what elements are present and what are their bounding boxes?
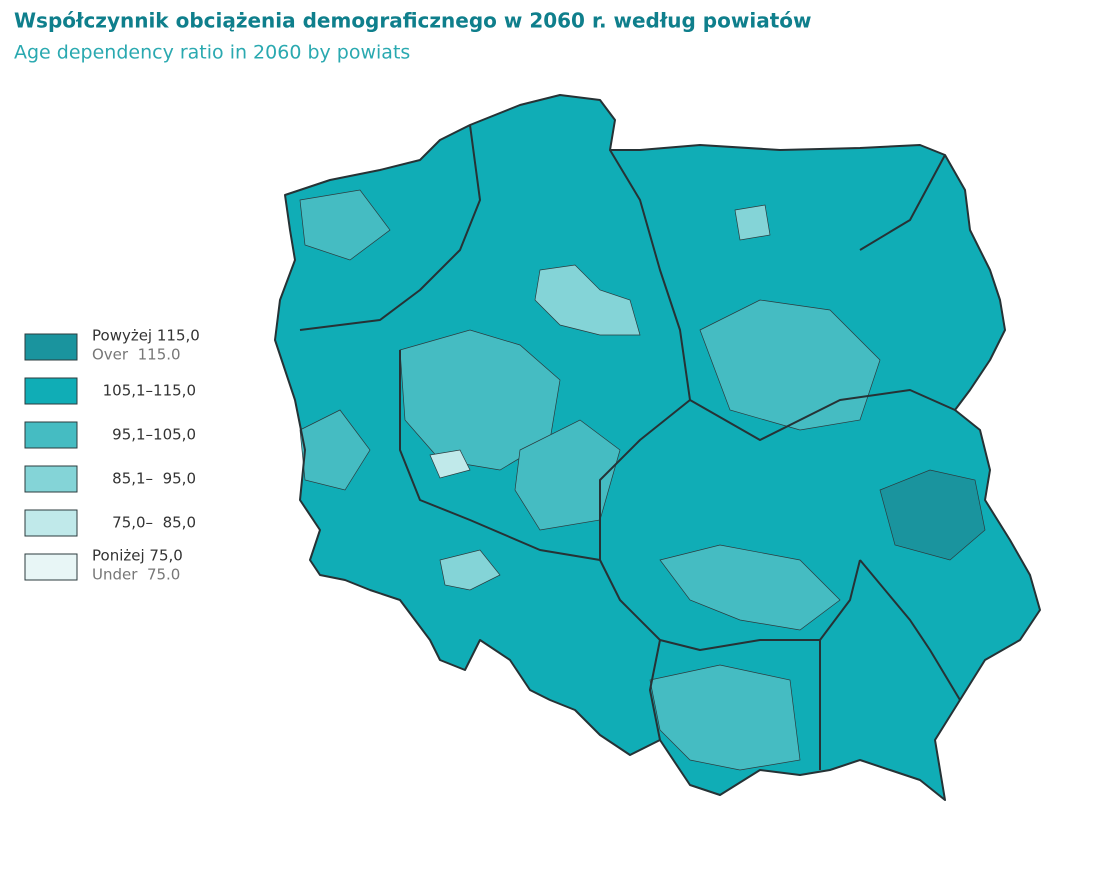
legend-swatch [24, 465, 78, 493]
legend-swatch [24, 333, 78, 361]
legend-label: 105,1–115,0 [103, 382, 196, 400]
region [534, 264, 641, 336]
legend-swatch [24, 421, 78, 449]
map-subtitle: Age dependency ratio in 2060 by powiats [14, 42, 410, 64]
voivodeship-border [399, 350, 601, 561]
legend-swatch [24, 553, 78, 581]
region [659, 544, 841, 631]
region [299, 409, 371, 491]
region [439, 549, 501, 591]
voivodeship-border [609, 149, 691, 401]
region [734, 204, 771, 241]
legend-label-en: Under 75.0 [92, 566, 180, 584]
country-border [274, 94, 1041, 801]
legend-swatch [24, 377, 78, 405]
legend-label: 85,1– 95,0 [112, 470, 196, 488]
region [699, 299, 881, 431]
region [299, 189, 391, 261]
voivodeship-border [649, 639, 661, 741]
voivodeship-border [859, 154, 946, 251]
legend-label: Powyżej 115,0 [92, 327, 200, 345]
voivodeship-border [599, 559, 861, 651]
voivodeship-border [859, 559, 961, 701]
voivodeship-border [689, 389, 956, 441]
legend-label-en: Over 115.0 [92, 346, 181, 364]
region [879, 469, 986, 561]
map-title: Współczynnik obciążenia demograficznego … [14, 9, 811, 33]
legend-label: 95,1–105,0 [112, 426, 196, 444]
voivodeship-border [599, 399, 691, 560]
legend-label: Poniżej 75,0 [92, 547, 183, 565]
map [274, 94, 1041, 801]
legend-swatch [24, 509, 78, 537]
voivodeship-border [299, 124, 481, 331]
region [429, 449, 471, 479]
legend-label: 75,0– 85,0 [112, 514, 196, 532]
region [649, 664, 801, 771]
